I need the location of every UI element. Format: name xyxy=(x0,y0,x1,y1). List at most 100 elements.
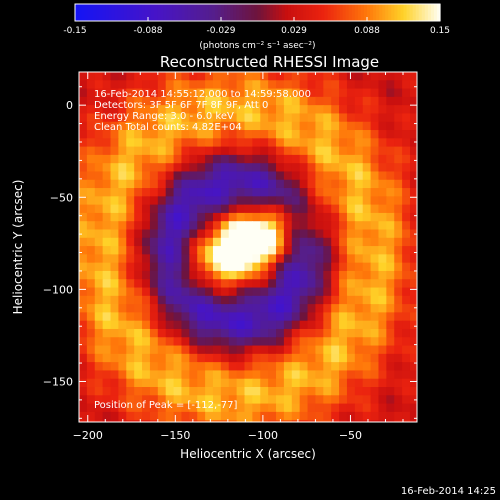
heatmap-cell xyxy=(236,304,245,313)
heatmap-cell xyxy=(157,304,167,313)
heatmap-cell xyxy=(354,221,364,230)
heatmap-cell xyxy=(157,246,167,255)
chart-title: Reconstructed RHESSI Image xyxy=(160,53,379,71)
heatmap-cell xyxy=(142,163,151,172)
heatmap-cell xyxy=(181,163,190,172)
colorbar-swatch xyxy=(354,4,359,21)
heatmap-cell xyxy=(394,138,403,148)
heatmap-cell xyxy=(268,163,277,172)
heatmap-cell xyxy=(102,221,112,230)
heatmap-cell xyxy=(307,295,316,305)
heatmap-cell xyxy=(315,254,324,264)
heatmap-cell xyxy=(205,154,214,164)
heatmap-cell xyxy=(157,105,167,114)
heatmap-cell xyxy=(181,370,190,380)
heatmap-cell xyxy=(86,171,96,181)
heatmap-cell xyxy=(110,246,119,255)
heatmap-cell xyxy=(110,188,119,197)
heatmap-cell xyxy=(197,304,206,313)
heatmap-cell xyxy=(299,88,309,98)
heatmap-cell xyxy=(362,279,372,289)
heatmap-cell xyxy=(79,130,88,139)
colorbar-swatch xyxy=(403,4,408,21)
heatmap-cell xyxy=(252,179,261,189)
heatmap-cell xyxy=(394,320,403,330)
heatmap-cell xyxy=(291,88,301,98)
heatmap-cell xyxy=(370,204,379,214)
heatmap-cell xyxy=(252,88,261,98)
heatmap-cell xyxy=(142,304,151,313)
heatmap-cell xyxy=(276,387,285,396)
heatmap-cell xyxy=(236,163,245,172)
heatmap-cell xyxy=(244,163,253,172)
heatmap-cell xyxy=(197,121,206,131)
heatmap-cell xyxy=(402,105,411,114)
heatmap-cell xyxy=(236,229,245,239)
heatmap-cell xyxy=(409,171,418,181)
heatmap-cell xyxy=(149,353,159,363)
heatmap-cell xyxy=(315,212,324,222)
heatmap-cell xyxy=(409,121,418,131)
heatmap-cell xyxy=(283,262,293,272)
heatmap-cell xyxy=(110,138,119,148)
heatmap-cell xyxy=(339,279,348,289)
heatmap-cell xyxy=(118,154,127,164)
heatmap-cell xyxy=(102,121,112,131)
colorbar-swatch xyxy=(236,4,240,21)
heatmap-cell xyxy=(402,353,411,363)
heatmap-cell xyxy=(86,378,96,388)
heatmap-cell xyxy=(331,287,340,297)
heatmap-cell xyxy=(212,113,222,123)
heatmap-cell xyxy=(181,113,190,123)
colorbar-swatch xyxy=(108,4,113,21)
heatmap-cell xyxy=(220,304,230,313)
heatmap-cell xyxy=(409,270,418,280)
heatmap-cell xyxy=(220,403,230,413)
heatmap-cell xyxy=(252,262,261,272)
heatmap-cell xyxy=(157,121,167,131)
heatmap-cell xyxy=(386,204,395,214)
heatmap-cell xyxy=(134,246,143,255)
heatmap-cell xyxy=(142,121,151,131)
heatmap-cell xyxy=(315,304,324,313)
heatmap-cell xyxy=(173,80,182,90)
heatmap-cell xyxy=(134,395,143,405)
heatmap-cell xyxy=(252,204,261,214)
heatmap-cell xyxy=(354,229,364,239)
heatmap-cell xyxy=(244,420,253,423)
heatmap-cell xyxy=(212,179,222,189)
heatmap-cell xyxy=(181,188,190,197)
heatmap-cell xyxy=(236,353,245,363)
heatmap-cell xyxy=(126,146,135,156)
heatmap-cell xyxy=(323,221,332,230)
heatmap-cell xyxy=(149,96,159,106)
heatmap-cell xyxy=(212,146,222,156)
heatmap-cell xyxy=(197,96,206,106)
heatmap-cell xyxy=(244,237,253,247)
heatmap-cell xyxy=(386,113,395,123)
heatmap-cell xyxy=(315,96,324,106)
heatmap-cell xyxy=(331,196,340,206)
heatmap-cell xyxy=(165,387,175,396)
heatmap-cell xyxy=(354,420,364,423)
heatmap-cell xyxy=(378,304,387,313)
heatmap-cell xyxy=(165,229,175,239)
colorbar-swatch xyxy=(120,4,125,21)
heatmap-cell xyxy=(299,237,309,247)
heatmap-cell xyxy=(110,395,119,405)
colorbar-swatch xyxy=(333,4,338,21)
heatmap-cell xyxy=(79,171,88,181)
heatmap-cell xyxy=(149,295,159,305)
heatmap-cell xyxy=(79,146,88,156)
heatmap-cell xyxy=(173,403,182,413)
heatmap-cell xyxy=(212,163,222,172)
heatmap-cell xyxy=(260,320,269,330)
heatmap-cell xyxy=(149,403,159,413)
heatmap-cell xyxy=(331,221,340,230)
heatmap-cell xyxy=(283,337,293,347)
heatmap-cell xyxy=(362,262,372,272)
heatmap-cell xyxy=(252,279,261,289)
heatmap-cell xyxy=(181,262,190,272)
heatmap-cell xyxy=(134,221,143,230)
heatmap-cell xyxy=(362,345,372,355)
